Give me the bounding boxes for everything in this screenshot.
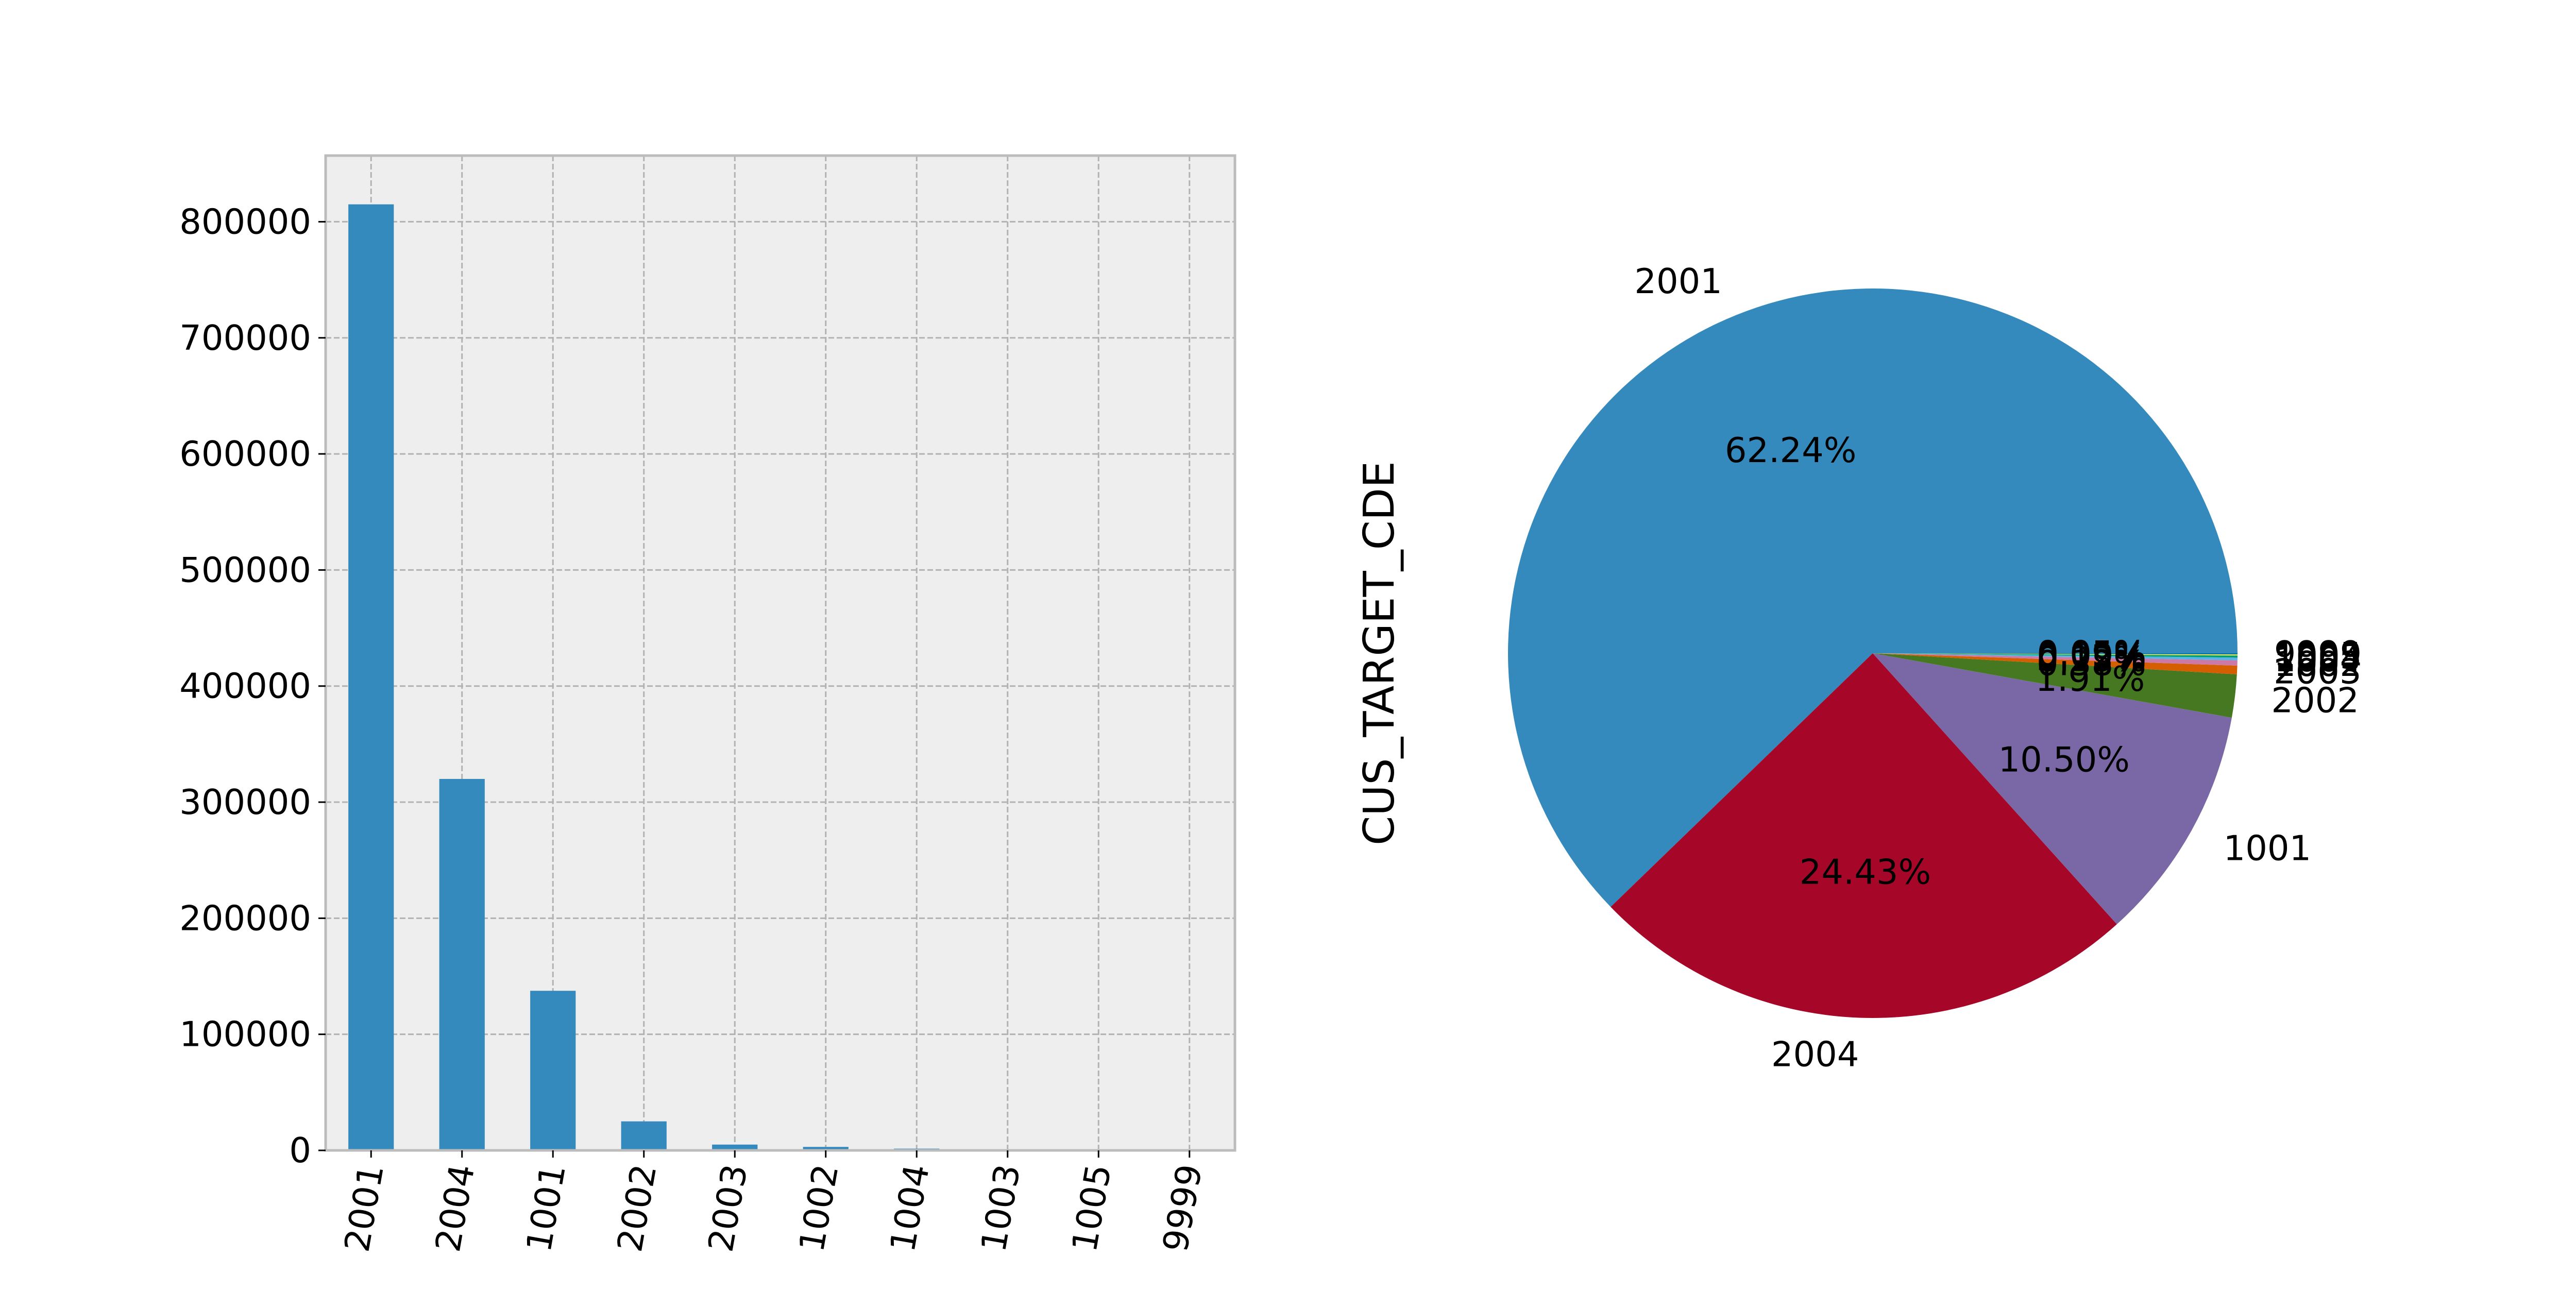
bar-x-axis: 2001 2004 1001 2002 2003 1002 1004 1003 1005 9999 — [337, 1150, 1210, 1255]
bar-y-tick-label: 0 — [289, 1130, 311, 1170]
bar-y-tick-label: 100000 — [179, 1014, 311, 1055]
pie-category-label: 1001 — [2224, 828, 2312, 869]
bar-y-tick-label: 700000 — [179, 318, 311, 358]
pie-chart: CUS_TARGET_CDE 62.24%24.43%10.50%1.91%0.… — [1355, 261, 2362, 1074]
bar-y-tick-label: 400000 — [179, 666, 311, 706]
bar-x-tick-label: 2001 — [337, 1161, 392, 1254]
bar-x-tick-label: 2003 — [701, 1161, 755, 1254]
bar-x-tick-label: 2002 — [609, 1161, 664, 1254]
pie-percent-label: 24.43% — [1800, 852, 1931, 892]
bar-y-tick-label: 600000 — [179, 434, 311, 474]
pie-percent-label: 0.05% — [2037, 634, 2146, 674]
pie-category-label: 2004 — [1771, 1034, 1859, 1074]
pie-ylabel: CUS_TARGET_CDE — [1355, 461, 1404, 845]
bar-x-tick-label: 1001 — [519, 1161, 573, 1254]
bar-y-tick-label: 200000 — [179, 898, 311, 938]
bar-y-tick-label: 800000 — [179, 201, 311, 242]
bar-y-axis: 0 100000 200000 300000 400000 500000 600000 700… — [179, 201, 326, 1170]
bar-x-tick-label: 1005 — [1064, 1161, 1119, 1254]
bar-x-tick-label: 1003 — [973, 1161, 1028, 1254]
bar-2002 — [621, 1122, 667, 1150]
pie-percent-label: 62.24% — [1725, 430, 1856, 470]
bar-2001 — [348, 205, 394, 1150]
bar-y-tick-label: 300000 — [179, 782, 311, 822]
pie-category-label: 2001 — [1634, 261, 1722, 301]
bar-chart: 0 100000 200000 300000 400000 500000 600000 700… — [179, 156, 1235, 1255]
bar-x-tick-label: 9999 — [1155, 1161, 1210, 1254]
bar-x-tick-label: 2004 — [428, 1161, 482, 1254]
bar-x-tick-label: 1002 — [791, 1161, 846, 1254]
pie-percent-label: 10.50% — [1998, 740, 2129, 780]
bar-y-tick-label: 500000 — [179, 550, 311, 590]
bar-x-tick-label: 1004 — [883, 1161, 937, 1254]
bar-2004 — [439, 779, 485, 1150]
bar-1001 — [530, 991, 575, 1150]
pie-category-label: 9999 — [2274, 634, 2362, 674]
